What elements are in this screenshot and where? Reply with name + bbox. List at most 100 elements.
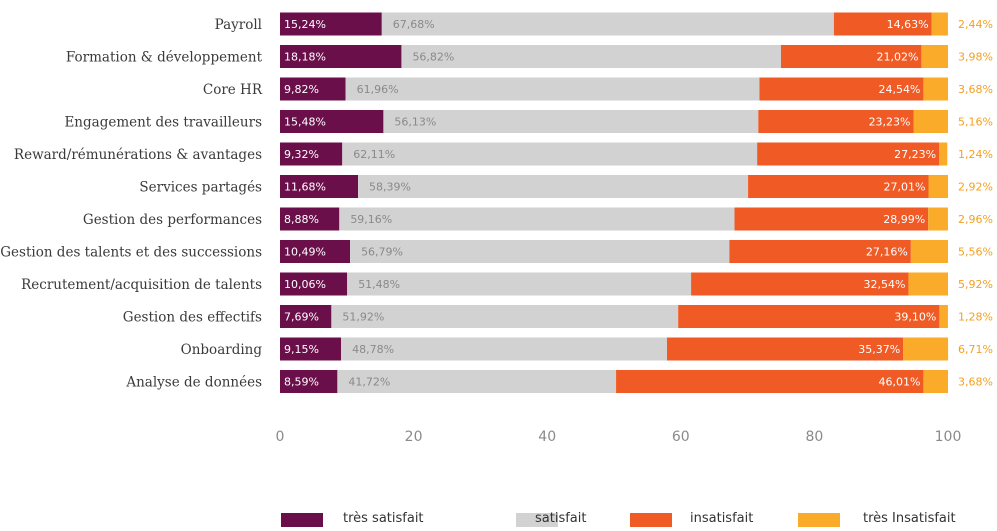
data-label-tres-insatisfait: 6,71% (958, 343, 993, 356)
data-label-insatisfait: 35,37% (858, 343, 900, 356)
data-label-tres-insatisfait: 5,16% (958, 116, 993, 129)
bar-segment-tres-insatisfait (928, 207, 948, 231)
data-label-satisfait: 48,78% (352, 343, 394, 356)
bar-segment-insatisfait (678, 305, 940, 328)
bar-segment-insatisfait (748, 175, 929, 198)
data-label-insatisfait: 32,54% (863, 278, 905, 291)
category-label: Gestion des effectifs (123, 310, 262, 326)
data-label-tres-satisfait: 11,68% (284, 181, 326, 194)
bar-segment-tres-insatisfait (923, 370, 948, 393)
data-label-tres-insatisfait: 1,24% (958, 148, 993, 161)
data-label-insatisfait: 27,01% (884, 181, 926, 194)
data-label-tres-insatisfait: 5,92% (958, 278, 993, 291)
category-label: Recrutement/acquisition de talents (21, 277, 262, 293)
bar-segment-satisfait (339, 207, 735, 231)
bar-segment-tres-satisfait (280, 77, 346, 101)
data-label-tres-satisfait: 9,15% (284, 343, 319, 356)
data-label-tres-insatisfait: 3,98% (958, 51, 993, 64)
bar-segment-satisfait (347, 272, 692, 296)
bar-segment-tres-satisfait (280, 12, 382, 36)
data-label-tres-satisfait: 15,48% (284, 116, 326, 129)
data-label-insatisfait: 39,10% (894, 311, 936, 324)
data-label-tres-satisfait: 7,69% (284, 311, 319, 324)
bar-segment-satisfait (350, 240, 730, 263)
data-label-insatisfait: 14,63% (887, 18, 929, 31)
bar-segment-tres-satisfait (280, 175, 359, 198)
data-label-tres-satisfait: 9,82% (284, 83, 319, 96)
bar-segment-satisfait (337, 370, 617, 393)
bar-segment-satisfait (383, 110, 759, 133)
data-label-satisfait: 51,48% (358, 278, 400, 291)
bar-segment-tres-satisfait (280, 305, 332, 328)
data-label-satisfait: 59,16% (350, 213, 392, 226)
data-label-tres-satisfait: 10,06% (284, 278, 326, 291)
bar-segment-satisfait (401, 45, 781, 68)
bar-segment-tres-satisfait (280, 110, 384, 133)
legend-label-satisfait: satisfait (535, 511, 586, 526)
data-label-tres-insatisfait: 2,92% (958, 181, 993, 194)
x-tick-label: 0 (276, 429, 285, 445)
data-label-tres-insatisfait: 3,68% (958, 376, 993, 389)
legend-label-insatisfait: insatisfait (690, 511, 753, 526)
legend-swatch-insatisfait (630, 513, 672, 527)
bar-segment-tres-satisfait (280, 272, 348, 296)
bar-segment-tres-insatisfait (903, 337, 949, 361)
data-label-satisfait: 56,13% (394, 116, 436, 129)
data-label-tres-insatisfait: 2,44% (958, 18, 993, 31)
bar-segment-tres-insatisfait (931, 12, 948, 36)
category-label: Services partagés (139, 180, 262, 196)
bar-segment-insatisfait (781, 45, 922, 68)
data-label-tres-insatisfait: 5,56% (958, 246, 993, 259)
data-label-insatisfait: 24,54% (878, 83, 920, 96)
data-label-tres-insatisfait: 2,96% (958, 213, 993, 226)
data-label-satisfait: 56,82% (412, 51, 454, 64)
category-label: Gestion des performances (83, 212, 262, 228)
data-label-satisfait: 61,96% (357, 83, 399, 96)
bar-segment-insatisfait (833, 12, 932, 36)
data-label-insatisfait: 27,23% (894, 148, 936, 161)
data-label-satisfait: 56,79% (361, 246, 403, 259)
category-label: Analyse de données (125, 375, 262, 391)
category-label: Gestion des talents et des successions (0, 245, 262, 261)
bar-segment-insatisfait (666, 337, 904, 361)
category-label: Engagement des travailleurs (64, 115, 262, 131)
data-label-tres-insatisfait: 3,68% (958, 83, 993, 96)
bar-segment-tres-insatisfait (921, 45, 948, 68)
category-label: Formation & développement (66, 50, 263, 66)
bar-segment-satisfait (381, 12, 834, 36)
x-tick-label: 60 (672, 429, 690, 445)
bar-segment-insatisfait (616, 370, 924, 393)
data-label-satisfait: 62,11% (353, 148, 395, 161)
legend-swatch-tres-satisfait (281, 513, 323, 527)
bar-segment-satisfait (342, 142, 758, 166)
data-label-satisfait: 51,92% (342, 311, 384, 324)
bar-segment-tres-satisfait (280, 240, 351, 263)
bar-segment-satisfait (358, 175, 749, 198)
bar-segment-insatisfait (734, 207, 929, 231)
bar-segment-satisfait (341, 337, 667, 361)
bar-segment-tres-insatisfait (939, 142, 948, 166)
data-label-insatisfait: 46,01% (878, 376, 920, 389)
bar-segment-satisfait (345, 77, 760, 101)
bar-segment-tres-satisfait (280, 45, 402, 68)
legend-swatch-satisfait (516, 513, 558, 527)
bar-segment-insatisfait (758, 110, 914, 133)
data-label-insatisfait: 21,02% (876, 51, 918, 64)
data-label-satisfait: 58,39% (369, 181, 411, 194)
bar-segment-insatisfait (729, 240, 911, 263)
x-tick-label: 100 (935, 429, 962, 445)
x-tick-label: 80 (805, 429, 823, 445)
category-label: Reward/rémunérations & avantages (14, 147, 262, 163)
category-label: Onboarding (181, 342, 263, 358)
data-label-satisfait: 67,68% (393, 18, 435, 31)
bar-segment-tres-satisfait (280, 337, 342, 361)
data-label-satisfait: 41,72% (348, 376, 390, 389)
category-label: Core HR (203, 82, 263, 98)
bar-segment-insatisfait (691, 272, 909, 296)
data-label-tres-satisfait: 8,59% (284, 376, 319, 389)
bar-segment-tres-satisfait (280, 142, 343, 166)
bar-segment-tres-insatisfait (910, 240, 948, 263)
data-label-insatisfait: 28,99% (883, 213, 925, 226)
